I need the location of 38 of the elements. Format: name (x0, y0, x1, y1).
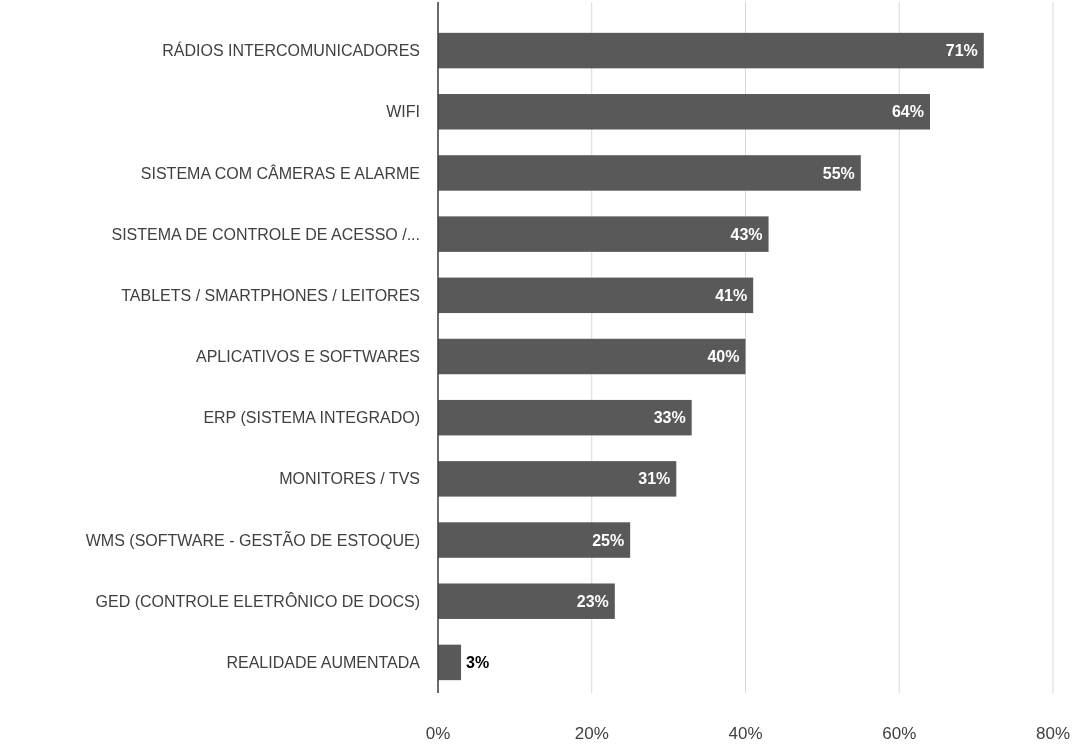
data-label: 43% (730, 225, 763, 243)
y-tick-label: RÁDIOS INTERCOMUNICADORES (162, 41, 420, 60)
y-tick-label: GED (CONTROLE ELETRÔNICO DE DOCS) (95, 591, 420, 610)
y-tick-label: APLICATIVOS E SOFTWARES (195, 348, 420, 366)
data-label: 3% (466, 654, 490, 672)
data-label: 23% (576, 592, 609, 610)
bar (438, 399, 692, 436)
y-tick-label: TABLETS / SMARTPHONES / LEITORES (121, 286, 420, 304)
data-label: 31% (638, 470, 671, 488)
y-tick-label: MONITORES / TVS (279, 470, 420, 488)
y-tick-label: SISTEMA COM CÂMERAS E ALARME (140, 163, 420, 182)
bar (438, 644, 462, 681)
x-tick-label: 40% (728, 724, 763, 743)
data-label: 64% (891, 103, 924, 121)
y-tick-label: ERP (SISTEMA INTEGRADO) (203, 409, 420, 427)
bar (438, 216, 769, 252)
data-label: 55% (822, 164, 855, 182)
data-label: 71% (945, 42, 978, 60)
x-tick-label: 80% (1035, 724, 1071, 743)
x-tick-label: 0% (425, 724, 451, 743)
bar (438, 277, 754, 314)
bar (438, 94, 930, 130)
x-tick-label: 60% (882, 724, 917, 743)
y-tick-label: WIFI (386, 103, 420, 121)
bar (438, 155, 861, 191)
bar (438, 583, 615, 619)
y-tick-label: SISTEMA DE CONTROLE DE ACESSO /... (111, 225, 420, 243)
data-label: 33% (653, 409, 686, 427)
bar (438, 461, 677, 497)
y-tick-label: REALIDADE AUMENTADA (226, 654, 421, 672)
data-label: 25% (592, 531, 625, 549)
bar (438, 32, 984, 69)
bar (438, 522, 631, 558)
data-label: 41% (715, 286, 748, 304)
x-tick-label: 20% (574, 724, 609, 743)
data-label: 40% (707, 348, 740, 366)
bar (438, 338, 746, 375)
y-tick-label: WMS (SOFTWARE - GESTÃO DE ESTOQUE) (85, 529, 420, 549)
